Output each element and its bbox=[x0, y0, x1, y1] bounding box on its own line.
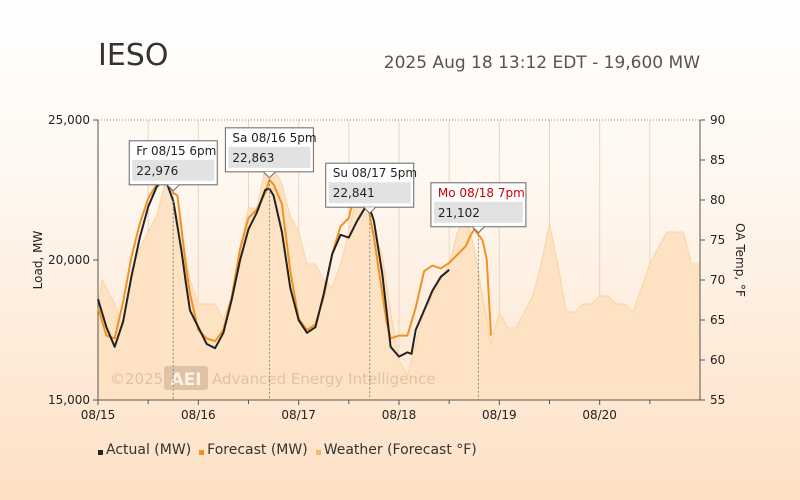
y2-tick-label: 85 bbox=[710, 153, 725, 167]
watermark: ©2025 AEI Advanced Energy Intelligence bbox=[110, 366, 435, 390]
annotations: Fr 08/15 6pm 22,976 Sa 08/16 5pm 22,863 Su 0… bbox=[128, 127, 527, 400]
y2-tick-label: 90 bbox=[710, 113, 725, 127]
callout-3: Su 08/17 5pm 22,841 bbox=[325, 162, 417, 400]
y2-tick-label: 55 bbox=[710, 393, 725, 407]
callout-label: Su 08/17 5pm bbox=[333, 166, 417, 180]
watermark-company: Advanced Energy Intelligence bbox=[212, 370, 435, 388]
x-tick-label: 08/19 bbox=[482, 408, 517, 422]
x-tick-label: 08/16 bbox=[181, 408, 216, 422]
callout-4: Mo 08/18 7pm 21,102 bbox=[430, 182, 527, 400]
legend-label-forecast: Forecast (MW) bbox=[207, 442, 308, 458]
legend-swatch-weather bbox=[315, 449, 321, 455]
y-tick-label: 20,000 bbox=[48, 253, 90, 267]
y2-tick-label: 65 bbox=[710, 313, 725, 327]
callout-value-bg bbox=[228, 146, 311, 168]
callout-label: Sa 08/16 5pm bbox=[232, 131, 316, 145]
axes: 15,000 20,000 25,000 55 60 65 70 75 80 85 90 08/15 0… bbox=[48, 113, 725, 422]
y2-tick-label: 75 bbox=[710, 233, 725, 247]
legend-item-weather[interactable]: Weather (Forecast °F) bbox=[315, 442, 477, 458]
y-tick-label: 15,000 bbox=[48, 393, 90, 407]
y-axis-label: Load, MW bbox=[31, 231, 45, 290]
legend-swatch-forecast bbox=[199, 449, 205, 455]
y2-tick-label: 70 bbox=[710, 273, 725, 287]
callout-pointer bbox=[263, 171, 276, 179]
legend-label-weather: Weather (Forecast °F) bbox=[323, 442, 477, 458]
callout-label: Fr 08/15 6pm bbox=[136, 144, 216, 158]
y2-tick-label: 80 bbox=[710, 193, 725, 207]
callout-value-bg bbox=[433, 201, 523, 223]
callout-value: 21,102 bbox=[438, 206, 480, 220]
page-title: IESO bbox=[98, 38, 169, 73]
legend-label-actual: Actual (MW) bbox=[106, 442, 192, 458]
y2-axis-label: OA Temp, °F bbox=[733, 223, 747, 297]
callout-2: Sa 08/16 5pm 22,863 bbox=[224, 127, 317, 400]
callout-label: Mo 08/18 7pm bbox=[438, 186, 525, 200]
callout-value: 22,863 bbox=[232, 151, 274, 165]
watermark-logo-box bbox=[164, 366, 208, 390]
callout-1: Fr 08/15 6pm 22,976 bbox=[128, 140, 218, 400]
weather-area bbox=[97, 167, 701, 401]
watermark-copyright: ©2025 bbox=[110, 370, 163, 388]
legend-item-actual[interactable]: Actual (MW) bbox=[98, 442, 191, 458]
x-tick-label: 08/18 bbox=[382, 408, 417, 422]
legend-swatch-actual bbox=[98, 449, 103, 455]
watermark-logo: AEI bbox=[170, 370, 201, 390]
x-tick-label: 08/17 bbox=[281, 408, 316, 422]
callout-value: 22,976 bbox=[136, 164, 178, 178]
status-text: 2025 Aug 18 13:12 EDT - 19,600 MW bbox=[383, 53, 700, 73]
callout-pointer bbox=[472, 226, 485, 234]
y-tick-label: 25,000 bbox=[48, 113, 90, 127]
callout-pointer bbox=[166, 184, 180, 192]
callout-value-bg bbox=[328, 182, 411, 204]
callout-value-bg bbox=[132, 159, 215, 181]
legend-item-forecast[interactable]: Forecast (MW) bbox=[199, 442, 308, 458]
legend: Actual (MW) Forecast (MW) Weather (Forec… bbox=[98, 442, 481, 458]
callout-pointer bbox=[363, 206, 377, 214]
x-tick-label: 08/15 bbox=[81, 408, 116, 422]
weather-series bbox=[97, 167, 701, 401]
y2-tick-label: 60 bbox=[710, 353, 725, 367]
x-tick-label: 08/20 bbox=[582, 408, 617, 422]
callout-value: 22,841 bbox=[333, 186, 375, 200]
